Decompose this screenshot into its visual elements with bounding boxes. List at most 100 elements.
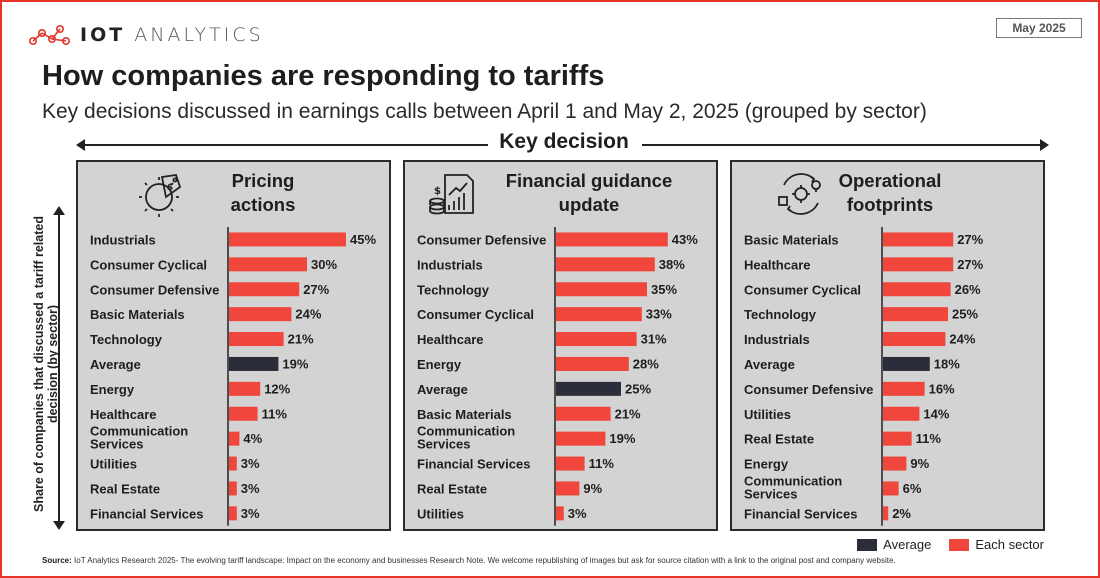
value-label-healthcare: 27% [957,257,983,272]
bar-consumer-cyclical [556,307,642,322]
category-label-technology: Technology [744,307,817,322]
value-label-average: 25% [625,381,651,396]
value-label-technology: 21% [288,332,314,347]
category-label-consumer-defensive: Consumer Defensive [90,282,219,297]
bar-healthcare [229,406,258,421]
category-label-industrials: Industrials [90,232,156,247]
financial-report-icon: $ [429,174,474,215]
category-label-industrials: Industrials [417,257,483,272]
bar-energy [229,381,261,396]
value-label-basic-materials: 24% [295,307,321,322]
category-label-healthcare: Healthcare [90,407,156,422]
category-label-consumer-defensive: Consumer Defensive [417,232,546,247]
bar-consumer-defensive [229,282,300,297]
bar-healthcare [883,257,954,272]
legend-item-average: Average [857,537,931,552]
category-label-basic-materials: Basic Materials [417,407,512,422]
category-label-average: Average [90,357,141,372]
bar-real-estate [883,431,912,446]
bar-communication-services [229,431,240,446]
value-label-financial-services: 2% [892,506,911,521]
bar-industrials [229,232,346,247]
value-label-real-estate: 11% [916,431,942,446]
category-label-utilities: Utilities [417,506,464,521]
category-label-basic-materials: Basic Materials [744,232,839,247]
value-label-average: 18% [934,356,960,371]
bar-chart-pricing-actions: Industrials 45% Consumer Cyclical 30% Consum… [90,227,376,526]
category-label-consumer-cyclical: Consumer Cyclical [90,257,207,272]
value-label-real-estate: 9% [583,481,602,496]
operations-cycle-icon [778,173,821,215]
value-label-basic-materials: 21% [615,406,641,421]
category-label-technology: Technology [417,282,490,297]
value-label-healthcare: 11% [262,406,288,421]
network-nodes-icon [28,24,70,46]
bar-utilities [883,406,920,421]
bar-basic-materials [556,406,611,421]
date-badge: May 2025 [996,18,1082,38]
key-decision-arrow-right [1040,139,1049,151]
value-label-average: 19% [282,356,308,371]
bar-consumer-defensive [883,381,925,396]
bar-average [229,356,279,371]
category-label-real-estate: Real Estate [744,432,814,447]
bar-real-estate [229,481,237,496]
value-label-basic-materials: 27% [957,232,983,247]
value-label-industrials: 24% [949,332,975,347]
category-label-average: Average [417,382,468,397]
category-label-energy: Energy [90,382,135,397]
y-axis-label: Share of companies that discussed a tari… [32,216,60,512]
category-label-average: Average [744,357,795,372]
category-label-financial-services: Financial Services [744,506,857,521]
panel-operational-footprints: Operational footprints Basic Materials 27… [730,160,1045,531]
legend-label-sector: Each sector [975,537,1044,552]
y-axis-arrow-up [53,206,65,215]
value-label-consumer-cyclical: 30% [311,257,337,272]
panel-financial-guidance-update: $ Financial guidance update Consumer Def… [403,160,718,531]
value-label-energy: 9% [910,456,929,471]
panel-pricing-actions: $ Pricing actions Industrials 45% Consumer… [76,160,391,531]
category-label-financial-services: Financial Services [90,506,203,521]
key-decision-line-left [84,144,488,146]
bar-utilities [556,506,564,521]
category-label-technology: Technology [90,332,163,347]
value-label-technology: 35% [651,282,677,297]
category-label-communication-services: Communication Services [90,424,188,452]
bar-consumer-cyclical [229,257,307,272]
y-axis-arrow-down [53,521,65,530]
brand-name: IOT ANALYTICS [80,24,264,46]
category-label-utilities: Utilities [90,457,137,472]
category-label-consumer-cyclical: Consumer Cyclical [417,307,534,322]
chart-legend: Average Each sector [839,537,1044,552]
key-decision-line-right [642,144,1042,146]
page-title: How companies are responding to tariffs [42,60,605,92]
value-label-financial-services: 11% [589,456,615,471]
value-label-utilities: 3% [241,456,260,471]
category-label-communication-services: Communication Services [744,473,842,501]
bar-industrials [883,332,946,347]
value-label-communication-services: 4% [243,431,262,446]
value-label-financial-services: 3% [241,506,260,521]
value-label-consumer-cyclical: 26% [955,282,981,297]
bar-energy [556,356,629,371]
category-label-real-estate: Real Estate [417,481,487,496]
category-label-consumer-defensive: Consumer Defensive [744,382,873,397]
bar-consumer-defensive [556,232,668,247]
bar-financial-services [229,506,237,521]
bar-average [883,356,930,371]
value-label-consumer-defensive: 43% [672,232,698,247]
brand-logo[interactable]: IOT ANALYTICS [28,22,264,48]
category-label-basic-materials: Basic Materials [90,307,185,322]
legend-swatch-average [857,538,878,551]
category-label-utilities: Utilities [744,407,791,422]
category-label-real-estate: Real Estate [90,481,160,496]
bar-communication-services [883,481,899,496]
value-label-communication-services: 19% [609,431,635,446]
category-label-financial-services: Financial Services [417,457,530,472]
value-label-energy: 12% [264,381,290,396]
bar-basic-materials [229,307,292,322]
value-label-healthcare: 31% [641,332,667,347]
source-note: Source: IoT Analytics Research 2025- The… [42,556,896,565]
bar-utilities [229,456,237,471]
